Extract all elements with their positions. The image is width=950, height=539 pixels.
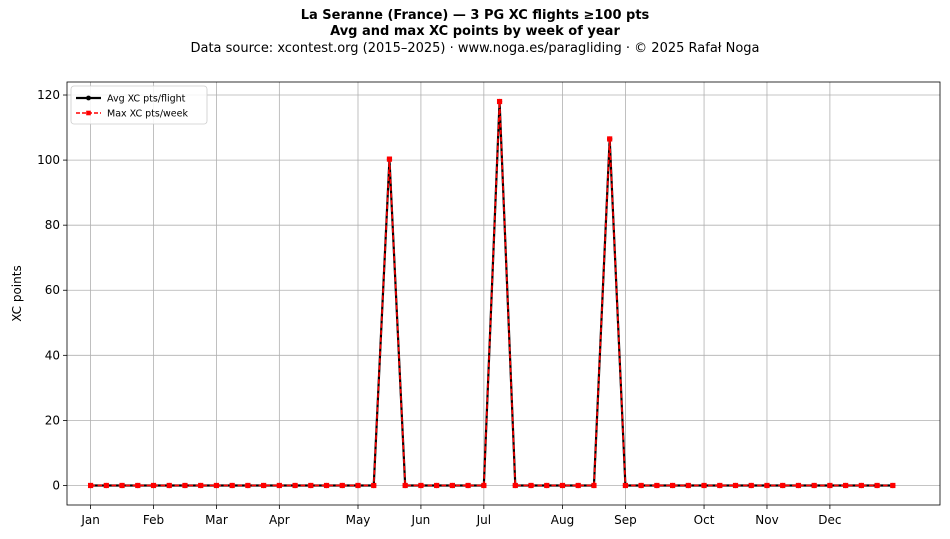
x-tick-label: Sep [614,513,637,527]
data-point [827,482,833,489]
data-point [119,482,125,489]
chart-titles: La Seranne (France) — 3 PG XC flights ≥1… [0,8,950,57]
series-layer [87,98,896,489]
x-tick-label: Dec [818,513,841,527]
data-point [638,482,644,489]
data-point [434,482,440,489]
data-point [717,482,723,489]
data-point [544,482,550,489]
x-axis: Jan Feb Mar Apr May Jun Jul Aug Sep Oct Nov Dec [80,505,842,527]
data-point [481,482,487,489]
data-point [465,482,471,489]
chart-subtitle: Avg and max XC points by week of year [330,24,620,39]
y-tick-label: 0 [52,478,60,492]
data-point [764,482,770,489]
data-point [276,482,282,489]
data-point [308,482,314,489]
data-point [245,482,251,489]
data-point [843,482,849,489]
data-point [874,482,880,489]
data-point [213,482,220,489]
data-point [449,482,455,489]
x-tick-label: Jul [476,513,491,527]
x-tick-label: Nov [755,513,778,527]
legend: Avg XC pts/flight Max XC pts/week [70,85,208,125]
data-point [685,482,691,489]
legend-label: Max XC pts/week [107,109,188,120]
x-tick-label: May [346,513,371,527]
data-point [386,156,393,162]
y-tick-label: 120 [37,88,60,102]
data-point [780,482,786,489]
y-tick-label: 20 [45,413,60,427]
data-point [323,482,330,489]
y-tick-label: 40 [45,348,60,362]
y-tick-label: 60 [45,283,60,297]
data-point [559,482,566,489]
y-axis-label: XC points [10,265,24,321]
data-point [261,482,267,489]
data-point [103,482,109,489]
data-point [512,482,518,489]
data-point [701,482,707,489]
x-tick-label: Feb [143,513,164,527]
data-point [575,482,581,489]
y-axis: 0 20 40 60 80 100 120 [37,88,67,492]
legend-marker [86,95,91,101]
y-tick-label: 80 [45,218,60,232]
y-tick-label: 100 [37,153,60,167]
data-point [528,482,534,489]
data-point [591,482,597,489]
plot-frame [66,81,941,506]
data-point [622,482,629,489]
data-point [229,482,235,489]
data-point [371,482,377,489]
data-point [669,482,676,489]
data-point [166,482,172,489]
data-point [87,482,94,489]
chart-title: La Seranne (France) — 3 PG XC flights ≥1… [300,8,650,23]
grid-lines [67,82,940,505]
x-tick-label: Mar [205,513,228,527]
legend-label: Avg XC pts/flight [107,94,186,105]
x-tick-label: Oct [694,513,715,527]
data-point [858,482,864,489]
data-point [198,482,204,489]
x-tick-label: Jun [411,513,431,527]
legend-box [70,85,208,125]
data-point [496,98,503,105]
data-point [418,482,424,489]
data-point [811,482,817,489]
data-point [402,482,408,489]
data-point [795,482,802,489]
series-max [87,98,896,489]
data-point [748,482,754,489]
data-point [150,482,157,489]
legend-marker [86,110,91,116]
data-point [339,482,345,489]
data-point [135,482,141,489]
data-point [607,136,613,142]
data-point [355,482,361,489]
x-tick-label: Apr [269,513,290,527]
data-point [182,482,188,489]
chart-source: Data source: xcontest.org (2015–2025) · … [190,41,760,56]
series-line [90,100,893,487]
data-point [890,482,896,489]
data-point [732,482,739,489]
x-tick-label: Jan [80,513,100,527]
x-tick-label: Aug [551,513,574,527]
data-point [654,482,660,489]
data-point [292,482,298,489]
